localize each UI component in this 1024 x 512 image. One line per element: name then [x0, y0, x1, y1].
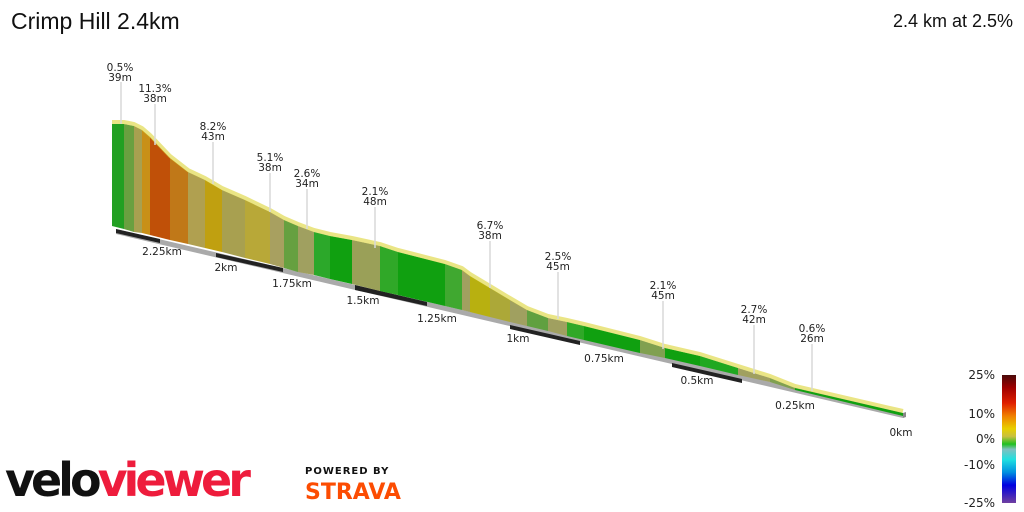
legend-tick: 25%: [968, 368, 995, 382]
distance-tick-labels: 2.25km 2km 1.75km 1.5km 1.25km 1km 0.75k…: [142, 246, 912, 439]
annotation-gradient: 8.2%: [200, 121, 227, 133]
annotation-gradient: 2.7%: [741, 304, 768, 316]
annotation-length: 26m: [800, 333, 824, 345]
distance-tick: 2km: [215, 262, 238, 274]
annotation-gradient: 2.1%: [650, 280, 677, 292]
gradient-annotations: 0.5% 39m 11.3% 38m 8.2% 43m 5.1% 38m 2.6…: [107, 62, 826, 345]
distance-axis: [116, 229, 906, 418]
distance-tick: 0km: [890, 427, 913, 439]
annotation-length: 38m: [478, 230, 502, 242]
annotation-length: 45m: [651, 290, 675, 302]
logo-velo-text: velo: [5, 453, 102, 507]
annotation-length: 43m: [201, 131, 225, 143]
annotation-gradient: 0.5%: [107, 62, 134, 74]
gradient-legend: 25% 10% 0% -10% -25%: [958, 366, 1024, 512]
annotation-length: 48m: [363, 196, 387, 208]
legend-tick: -25%: [963, 496, 995, 510]
logo-viewer-text: viewer: [97, 453, 251, 507]
distance-tick: 1.75km: [272, 278, 312, 290]
distance-tick: 1.25km: [417, 313, 457, 325]
legend-tick: 10%: [968, 407, 995, 421]
profile-segments: [112, 124, 903, 416]
legend-tick: -10%: [963, 458, 995, 472]
annotation-gradient: 6.7%: [477, 220, 504, 232]
annotation-gradient: 0.6%: [799, 323, 826, 335]
page-title: Crimp Hill 2.4km: [11, 8, 180, 34]
climb-summary: 2.4 km at 2.5%: [892, 11, 1013, 31]
distance-tick: 0.5km: [680, 375, 713, 387]
gradient-color-scale: [1002, 375, 1016, 503]
annotation-gradient: 11.3%: [138, 83, 171, 95]
annotation-leaders: [120, 82, 813, 391]
annotation-length: 34m: [295, 178, 319, 190]
distance-tick: 0.75km: [584, 353, 624, 365]
annotation-length: 38m: [258, 162, 282, 174]
annotation-length: 38m: [143, 93, 167, 105]
annotation-length: 39m: [108, 72, 132, 84]
legend-tick: 0%: [975, 432, 995, 446]
veloviewer-logo: veloviewer: [5, 452, 251, 508]
strava-logo: STRAVA: [305, 480, 401, 505]
powered-by-label: POWERED BY: [305, 466, 390, 477]
distance-tick: 1.5km: [346, 295, 379, 307]
annotation-gradient: 2.5%: [545, 251, 572, 263]
distance-tick: 0.25km: [775, 400, 815, 412]
distance-tick: 1km: [507, 333, 530, 345]
annotation-length: 45m: [546, 261, 570, 273]
annotation-gradient: 2.1%: [362, 186, 389, 198]
annotation-gradient: 5.1%: [257, 152, 284, 164]
profile-top-edge: [112, 120, 904, 413]
annotation-length: 42m: [742, 314, 766, 326]
distance-tick: 2.25km: [142, 246, 182, 258]
annotation-gradient: 2.6%: [294, 168, 321, 180]
